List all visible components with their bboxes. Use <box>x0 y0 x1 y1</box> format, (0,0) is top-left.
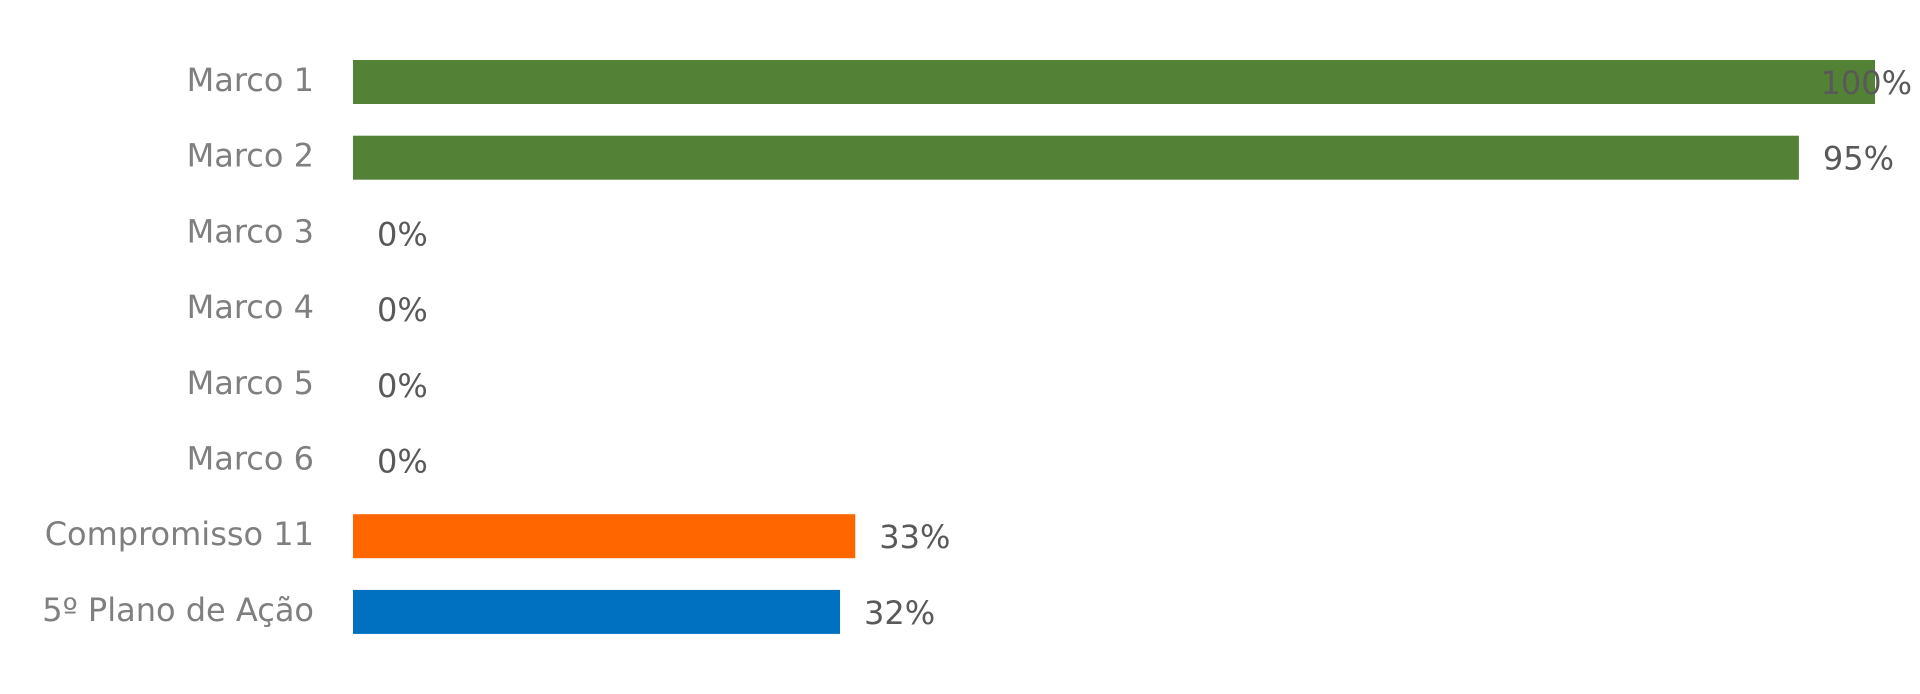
category-label: 5º Plano de Ação <box>42 591 314 629</box>
category-label: Marco 6 <box>187 440 314 478</box>
data-label: 33% <box>879 518 950 556</box>
category-label: Marco 4 <box>187 288 314 326</box>
data-label: 95% <box>1823 140 1894 178</box>
data-label: 32% <box>864 594 935 632</box>
category-label: Marco 2 <box>187 137 314 175</box>
bar <box>353 589 841 634</box>
data-label: 100% <box>1821 64 1912 102</box>
category-label: Compromisso 11 <box>45 515 314 553</box>
bar <box>353 60 1875 104</box>
bar <box>353 514 856 559</box>
data-label: 0% <box>377 291 428 329</box>
category-label: Marco 3 <box>187 212 314 250</box>
category-label: Marco 5 <box>187 364 314 402</box>
category-label: Marco 1 <box>187 61 314 99</box>
data-label: 0% <box>377 443 428 481</box>
bar <box>353 135 1799 180</box>
data-label: 0% <box>377 215 428 253</box>
data-label: 0% <box>377 367 428 405</box>
